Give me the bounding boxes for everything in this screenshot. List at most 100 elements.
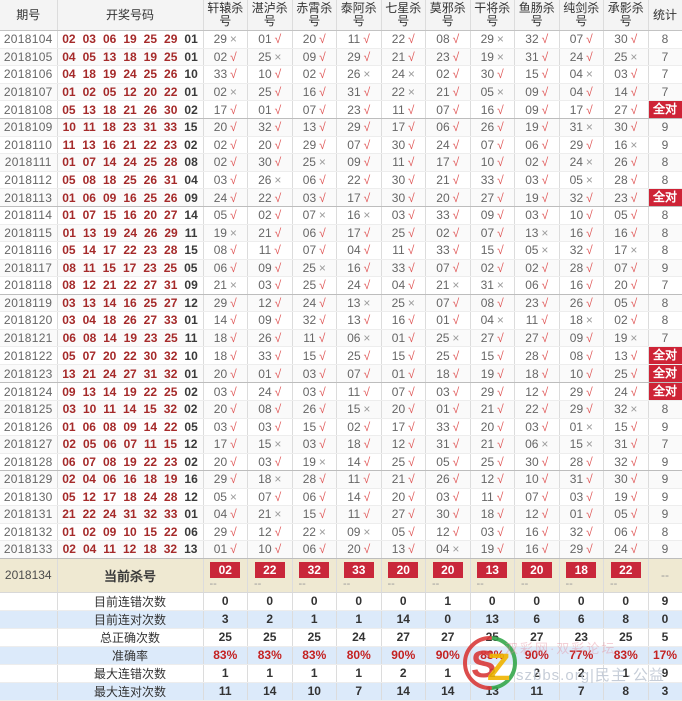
kill-number: 08 <box>258 402 272 417</box>
red-ball-number: 06 <box>62 330 76 345</box>
check-icon: √ <box>630 524 638 539</box>
summary-value: 90% <box>381 646 426 665</box>
summary-value: 8 <box>603 682 649 701</box>
table-row: 2018122 05 07 20 22 30 32 10 18 √ 33 √ 15 √ 25 √ 15 √ 25 √ 1… <box>0 346 682 365</box>
kill-number-cell: 28 √ <box>559 259 604 277</box>
kill-number-cell: 15 √ <box>470 346 515 365</box>
check-icon: √ <box>497 348 504 363</box>
kill-number-cell: 32 √ <box>559 523 604 541</box>
kill-number: 12 <box>525 384 539 399</box>
kill-number-cell: 07 √ <box>292 100 337 119</box>
red-ball-number: 13 <box>82 102 96 117</box>
kill-number: 32 <box>525 32 539 47</box>
summary-label: 最大连对次数 <box>57 682 204 701</box>
current-kill-badge: 20 <box>521 561 552 578</box>
kill-number-cell: 11 √ <box>514 311 560 330</box>
kill-number: 05 <box>614 208 628 223</box>
kill-number: 18 <box>258 472 272 487</box>
check-icon: √ <box>586 295 593 310</box>
kill-number-cell: 25 √ <box>381 453 426 471</box>
draw-numbers-cell: 09 13 14 19 22 25 02 <box>57 382 204 401</box>
kill-number: 21 <box>436 172 450 187</box>
draw-numbers-cell: 01 13 19 24 26 29 11 <box>57 224 204 242</box>
kill-number: 16 <box>391 313 406 328</box>
check-icon: √ <box>230 348 237 363</box>
current-kill-badge: 13 <box>477 561 508 578</box>
summary-value: 80% <box>336 646 382 665</box>
summary-value: 11 <box>203 682 248 701</box>
kill-number-cell: 25 √ <box>381 224 426 242</box>
kill-number-cell: 03 √ <box>203 171 248 189</box>
red-ball-number: 22 <box>143 384 158 399</box>
check-icon: √ <box>274 330 282 345</box>
kill-number: 10 <box>569 208 584 223</box>
kill-number-cell: 02 √ <box>470 259 515 277</box>
kill-number-cell: 24 √ <box>292 294 337 312</box>
summary-stat: 3 <box>648 682 682 701</box>
red-ball-number: 25 <box>164 330 178 345</box>
red-ball-number: 29 <box>164 32 178 47</box>
kill-number-cell: 13 √ <box>336 311 382 330</box>
check-icon: √ <box>452 472 460 487</box>
kill-number-cell: 11 √ <box>381 241 426 260</box>
kill-number: 07 <box>480 225 495 240</box>
red-ball-number: 18 <box>102 120 116 135</box>
kill-number: 01 <box>258 366 272 381</box>
kill-number-cell: 01 √ <box>425 311 471 330</box>
kill-number-cell: 11 √ <box>336 30 382 49</box>
blue-ball-number: 02 <box>184 402 198 417</box>
kill-number-cell: 22 × <box>292 523 337 541</box>
kill-number: 13 <box>302 120 317 135</box>
check-icon: √ <box>230 49 237 64</box>
check-icon: √ <box>274 454 282 469</box>
check-icon: √ <box>230 384 237 399</box>
kill-number-cell: 33 √ <box>425 206 471 225</box>
kill-number-cell: 25 √ <box>336 346 382 365</box>
check-icon: √ <box>230 243 237 258</box>
kill-number: 15 <box>525 67 539 82</box>
check-icon: √ <box>319 137 326 152</box>
kill-number-cell: 21 √ <box>247 224 293 242</box>
kill-number-cell: 20 √ <box>203 453 248 471</box>
red-ball-number: 16 <box>102 137 116 152</box>
kill-number-cell: 03 √ <box>292 382 337 401</box>
kill-number: 12 <box>258 295 272 310</box>
kill-number: 29 <box>569 137 584 152</box>
summary-value: 27 <box>381 628 426 647</box>
kill-number-cell: 17 × <box>603 241 649 260</box>
kill-number-cell: 09 √ <box>559 329 604 347</box>
red-ball-number: 32 <box>164 348 178 363</box>
red-ball-number: 14 <box>103 330 117 345</box>
kill-number-cell: 22 √ <box>381 30 426 49</box>
kill-number-cell: 27 √ <box>514 329 560 347</box>
red-ball-number: 30 <box>164 102 178 117</box>
check-icon: √ <box>408 419 415 434</box>
kill-number: 31 <box>525 49 539 64</box>
cross-icon: × <box>630 330 638 345</box>
draw-numbers: 21 22 24 31 32 33 01 <box>58 507 203 521</box>
red-ball-number: 25 <box>143 67 158 82</box>
summary-label: 最大连错次数 <box>57 664 204 683</box>
check-icon: √ <box>363 472 370 487</box>
kill-number: 29 <box>213 295 228 310</box>
kill-number-cell: 07 √ <box>425 100 471 119</box>
check-icon: √ <box>274 524 282 539</box>
kill-number-cell: 19 √ <box>470 364 515 383</box>
kill-number-cell: 26 √ <box>247 329 293 347</box>
kill-number-cell: 03 √ <box>425 382 471 401</box>
check-icon: √ <box>630 366 638 381</box>
blue-ball-number: 01 <box>184 32 198 47</box>
current-kill-cell: 20 -- <box>514 558 560 593</box>
kill-number-cell: 04 √ <box>559 83 604 101</box>
kill-number: 24 <box>614 542 628 557</box>
red-ball-number: 13 <box>102 49 117 64</box>
kill-number-cell: 30 √ <box>603 30 649 49</box>
kill-number: 10 <box>258 67 272 82</box>
kill-number: 30 <box>391 172 406 187</box>
draw-numbers-cell: 05 12 17 18 24 28 12 <box>57 488 204 506</box>
column-header-kill-5: 七星杀号 <box>381 0 426 31</box>
kill-number: 29 <box>480 32 494 47</box>
kill-number-cell: 24 × <box>381 65 426 84</box>
summary-value: 25 <box>292 628 337 647</box>
draw-numbers: 09 13 14 19 22 25 02 <box>58 385 203 399</box>
